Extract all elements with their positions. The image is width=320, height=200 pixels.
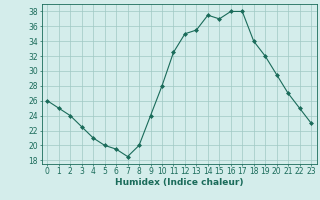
X-axis label: Humidex (Indice chaleur): Humidex (Indice chaleur) (115, 178, 244, 187)
